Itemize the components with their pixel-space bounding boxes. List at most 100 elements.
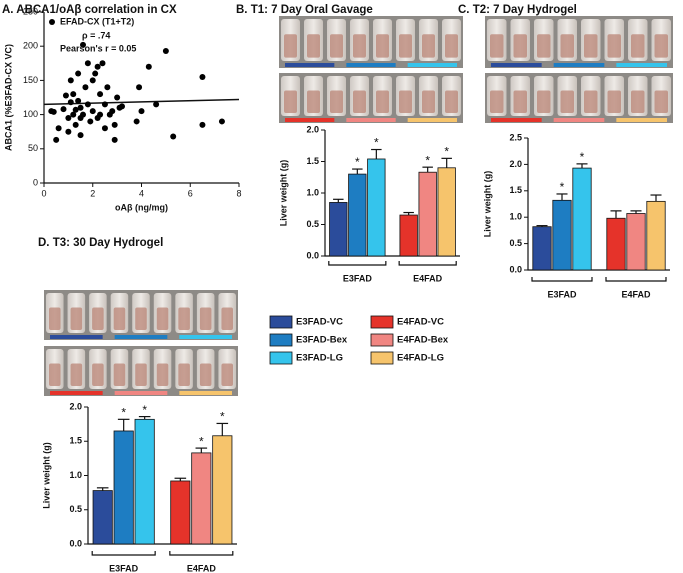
color-strip [616,63,667,67]
y-tick-label: 200 [23,41,38,51]
color-strip [114,335,168,339]
significance-mark: * [580,150,585,164]
data-point [55,125,62,132]
data-point [101,125,108,132]
y-tick-label: 50 [28,143,38,153]
x-tick-label: 2 [90,188,95,198]
bar [348,173,367,257]
data-point [199,73,206,80]
tissue [156,363,169,386]
tissue [631,34,645,58]
y-axis-label: Liver weight (g) [41,442,51,509]
tissue [422,34,435,58]
tissue [221,307,233,330]
legend-marker [49,19,55,25]
y-tick-label: 1.5 [306,156,319,166]
panel-title: C. T2: 7 Day Hydrogel [458,4,577,16]
significance-mark: * [142,403,147,417]
color-strip [285,63,335,67]
legend-label: E3FAD-VC [296,317,343,328]
y-tick-label: 100 [23,109,38,119]
color-strip [491,63,542,67]
y-tick-label: 250 [23,6,38,16]
data-point [99,60,106,67]
tissue [199,363,212,386]
significance-mark: * [425,153,430,167]
tissue [376,34,389,58]
group-bracket [169,551,234,556]
data-point [72,106,79,113]
panel-title: D. T3: 30 Day Hydrogel [38,237,163,249]
tissue [178,363,190,386]
tissue [537,34,551,58]
group-label: E3FAD [547,289,577,299]
data-point [53,136,60,143]
tissue [307,90,320,113]
tissue [560,90,574,113]
color-strip [179,335,232,339]
tissue [353,34,366,58]
tissue [156,307,169,330]
tissue [560,34,574,58]
group-label: E3FAD [109,563,139,573]
data-point [111,121,118,128]
tissue [178,307,190,330]
y-tick-label: 0.5 [509,238,522,248]
tissue [654,34,668,58]
tissue [199,307,212,330]
tissue [376,90,389,113]
tissue [445,34,458,58]
group-bracket [605,277,667,282]
color-strip [50,335,103,339]
data-point [138,108,145,115]
color-strip [553,63,605,67]
legend-label: E3FAD-Bex [296,335,348,346]
bar [170,480,191,545]
legend-swatch [269,351,293,365]
tissue [490,90,504,113]
bar [134,418,155,545]
panel-title: A. ABCA1/oAβ correlation in CX [2,4,177,16]
legend-label: E3FAD-LG [296,353,343,364]
y-tick-label: 150 [23,75,38,85]
data-point [72,121,79,128]
tissue [70,307,83,330]
tissue [92,307,104,330]
tissue [49,307,61,330]
color-strip [407,118,457,122]
color-strip [553,118,605,122]
y-axis-label: ABCA1 (%E3FAD-CX VC) [3,44,13,151]
tissue [284,90,297,113]
color-strip [179,391,232,395]
significance-mark: * [444,145,449,159]
data-point [75,97,82,104]
tissue [399,90,412,113]
y-axis-label: Liver weight (g) [482,171,492,238]
data-point [50,108,57,115]
data-point [145,63,152,70]
y-tick-label: 0.5 [69,504,82,514]
bar [418,171,437,257]
bar [113,430,134,545]
bar [367,158,386,257]
y-tick-label: 2.0 [509,159,522,169]
bar [572,167,592,271]
data-point [82,84,89,91]
panel-title: B. T1: 7 Day Oral Gavage [236,4,373,16]
bar [626,213,646,271]
data-point [97,91,104,98]
y-tick-label: 0.0 [306,250,319,260]
significance-mark: * [199,434,204,448]
y-axis-label: Liver weight (g) [278,160,288,227]
bar [191,452,212,545]
tissue [330,90,343,113]
y-tick-label: 0.5 [306,219,319,229]
data-point [170,133,177,140]
data-point [67,77,74,84]
data-point [218,118,225,125]
bar [437,167,456,257]
tissue [607,34,621,58]
data-point [89,77,96,84]
legend-swatch [269,315,293,329]
color-strip [50,391,103,395]
